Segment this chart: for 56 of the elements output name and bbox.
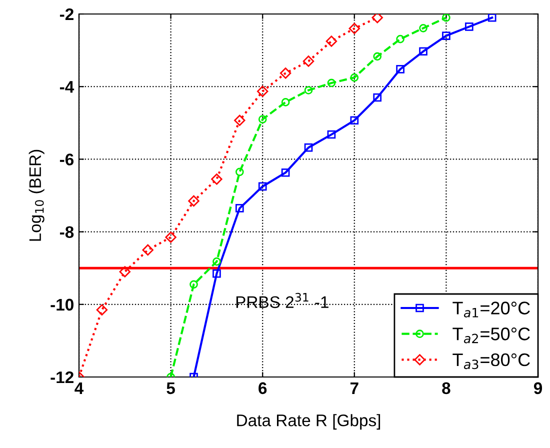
x-axis-title: Data Rate R [Gbps] <box>237 414 380 430</box>
y-tick-label: -10 <box>50 298 74 311</box>
point <box>327 130 336 139</box>
point <box>281 98 290 106</box>
point <box>327 78 336 88</box>
point <box>190 280 198 289</box>
point <box>442 32 450 40</box>
point <box>256 86 268 97</box>
x-tick-label: 7 <box>350 382 358 394</box>
point <box>119 266 131 278</box>
y-tick-label: -12 <box>50 371 74 384</box>
point <box>372 14 383 24</box>
x-tick-label: 8 <box>442 382 450 394</box>
point <box>304 143 313 152</box>
point <box>350 73 359 82</box>
point <box>419 24 428 32</box>
point <box>396 34 404 44</box>
point <box>96 304 108 316</box>
x-tick-label: 4 <box>74 382 84 394</box>
point <box>373 52 382 61</box>
x-tick-label: 5 <box>166 382 175 394</box>
point <box>419 47 428 56</box>
point <box>212 257 221 266</box>
legend-label: T$_{a3}$=80°C <box>452 353 530 370</box>
point <box>281 168 290 177</box>
point <box>348 22 360 34</box>
legend-label: T$_{a2}$=50°C <box>452 328 530 344</box>
point <box>258 115 267 124</box>
x-tick-label: 6 <box>258 382 267 394</box>
x-tick-label: 9 <box>534 382 542 394</box>
point <box>165 232 176 243</box>
point <box>326 36 338 47</box>
point <box>302 56 314 67</box>
legend-label: T$_{a1}$=20°C <box>452 302 530 318</box>
y-tick-label: -4 <box>60 81 74 93</box>
point <box>234 114 246 126</box>
point <box>211 174 222 185</box>
y-tick-label: -6 <box>60 154 74 166</box>
point <box>464 22 474 31</box>
point <box>280 68 292 79</box>
point <box>212 269 221 278</box>
point <box>258 182 267 191</box>
y-tick-label: -2 <box>60 8 74 20</box>
point <box>442 14 450 22</box>
annotation: PRBS 2$^{31}$ -1 <box>236 292 328 308</box>
point <box>396 65 404 74</box>
y-axis-title: Log$_{10}$ (BER) <box>28 150 44 241</box>
point <box>235 204 244 212</box>
point <box>488 14 496 22</box>
point <box>235 168 244 176</box>
point <box>304 86 313 94</box>
point <box>373 93 382 102</box>
point <box>188 195 200 207</box>
point <box>142 244 154 256</box>
point <box>350 116 359 125</box>
y-tick-label: -8 <box>60 226 74 238</box>
